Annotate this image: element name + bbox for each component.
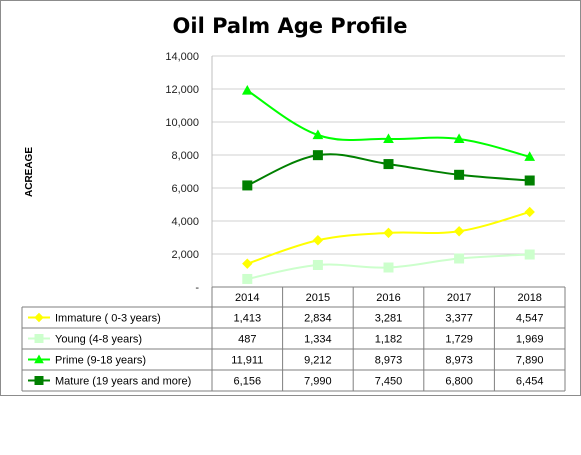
data-table-value: 7,990 bbox=[304, 376, 332, 388]
data-table-value: 7,890 bbox=[516, 355, 544, 367]
data-point-marker bbox=[241, 84, 253, 95]
data-table-value: 8,973 bbox=[445, 355, 473, 367]
data-table-value: 9,212 bbox=[304, 355, 332, 367]
data-table-value: 1,413 bbox=[234, 313, 262, 325]
data-point-marker bbox=[312, 235, 324, 246]
y-tick-label: 10,000 bbox=[165, 117, 199, 129]
data-table-value: 1,969 bbox=[516, 334, 544, 346]
legend-entry: Immature ( 0-3 years) bbox=[55, 313, 161, 325]
y-tick-label: - bbox=[195, 282, 199, 294]
data-point-marker bbox=[242, 180, 253, 191]
data-point-marker bbox=[453, 226, 465, 237]
data-table-value: 6,454 bbox=[516, 376, 544, 388]
data-point-marker bbox=[454, 169, 465, 180]
legend-key-marker bbox=[34, 354, 44, 364]
data-table-value: 11,911 bbox=[231, 355, 263, 367]
chart-title: Oil Palm Age Profile bbox=[173, 14, 408, 38]
y-tick-label: 8,000 bbox=[171, 150, 199, 162]
chart-frame: Oil Palm Age Profile ACREAGE - 2,000 4,000… bbox=[0, 0, 581, 396]
data-table-value: 7,450 bbox=[375, 376, 403, 388]
data-point-marker bbox=[453, 133, 465, 144]
data-point-marker bbox=[454, 253, 465, 264]
legend-key-marker bbox=[34, 312, 44, 323]
data-point-marker bbox=[524, 175, 535, 186]
data-table-value: 3,377 bbox=[445, 313, 473, 325]
y-tick-label: 2,000 bbox=[171, 249, 199, 261]
data-point-marker bbox=[524, 206, 535, 218]
data-point-marker bbox=[524, 249, 535, 260]
data-point-marker bbox=[524, 151, 536, 161]
x-category-label: 2018 bbox=[517, 292, 541, 304]
y-axis-label: ACREAGE bbox=[24, 147, 35, 197]
data-point-marker bbox=[383, 227, 394, 239]
legend-entry: Mature (19 years and more) bbox=[55, 376, 191, 388]
legend-key-marker bbox=[34, 376, 44, 385]
data-table-value: 1,729 bbox=[445, 334, 473, 346]
data-point-marker bbox=[242, 273, 253, 284]
data-point-marker bbox=[312, 129, 324, 140]
data-table-value: 3,281 bbox=[375, 313, 403, 325]
y-axis-ticks: - 2,000 4,000 6,000 8,000 10,000 12,000 14,000 bbox=[165, 51, 199, 294]
data-table-value: 6,156 bbox=[234, 376, 262, 388]
y-tick-label: 4,000 bbox=[171, 216, 199, 228]
x-category-label: 2016 bbox=[376, 292, 400, 304]
data-table-value: 487 bbox=[238, 334, 256, 346]
data-point-marker bbox=[312, 150, 323, 161]
x-category-label: 2017 bbox=[447, 292, 471, 304]
chart-svg: Oil Palm Age Profile ACREAGE - 2,000 4,000… bbox=[0, 0, 581, 396]
series-layer bbox=[241, 84, 536, 284]
chart-border bbox=[0, 0, 581, 396]
data-table-value: 1,334 bbox=[304, 334, 332, 346]
data-table: 2014 2015 2016 2017 2018 Immature ( 0-3 years… bbox=[21, 286, 566, 392]
data-table-value: 1,182 bbox=[375, 334, 403, 346]
data-point-marker bbox=[383, 133, 394, 144]
y-tick-label: 14,000 bbox=[165, 51, 199, 63]
x-category-label: 2015 bbox=[306, 292, 330, 304]
data-point-marker bbox=[312, 259, 323, 270]
data-table-value: 6,800 bbox=[445, 376, 473, 388]
legend-key-marker bbox=[34, 334, 44, 343]
y-tick-label: 12,000 bbox=[165, 84, 199, 96]
data-table-value: 8,973 bbox=[375, 355, 403, 367]
x-category-label: 2014 bbox=[235, 292, 259, 304]
data-table-value: 2,834 bbox=[304, 313, 332, 325]
data-table-value: 4,547 bbox=[516, 313, 544, 325]
data-point-marker bbox=[383, 262, 394, 273]
legend-entry: Young (4-8 years) bbox=[55, 334, 142, 346]
y-tick-label: 6,000 bbox=[171, 183, 199, 195]
legend-entry: Prime (9-18 years) bbox=[55, 355, 146, 367]
data-point-marker bbox=[383, 159, 394, 170]
data-point-marker bbox=[242, 258, 253, 269]
